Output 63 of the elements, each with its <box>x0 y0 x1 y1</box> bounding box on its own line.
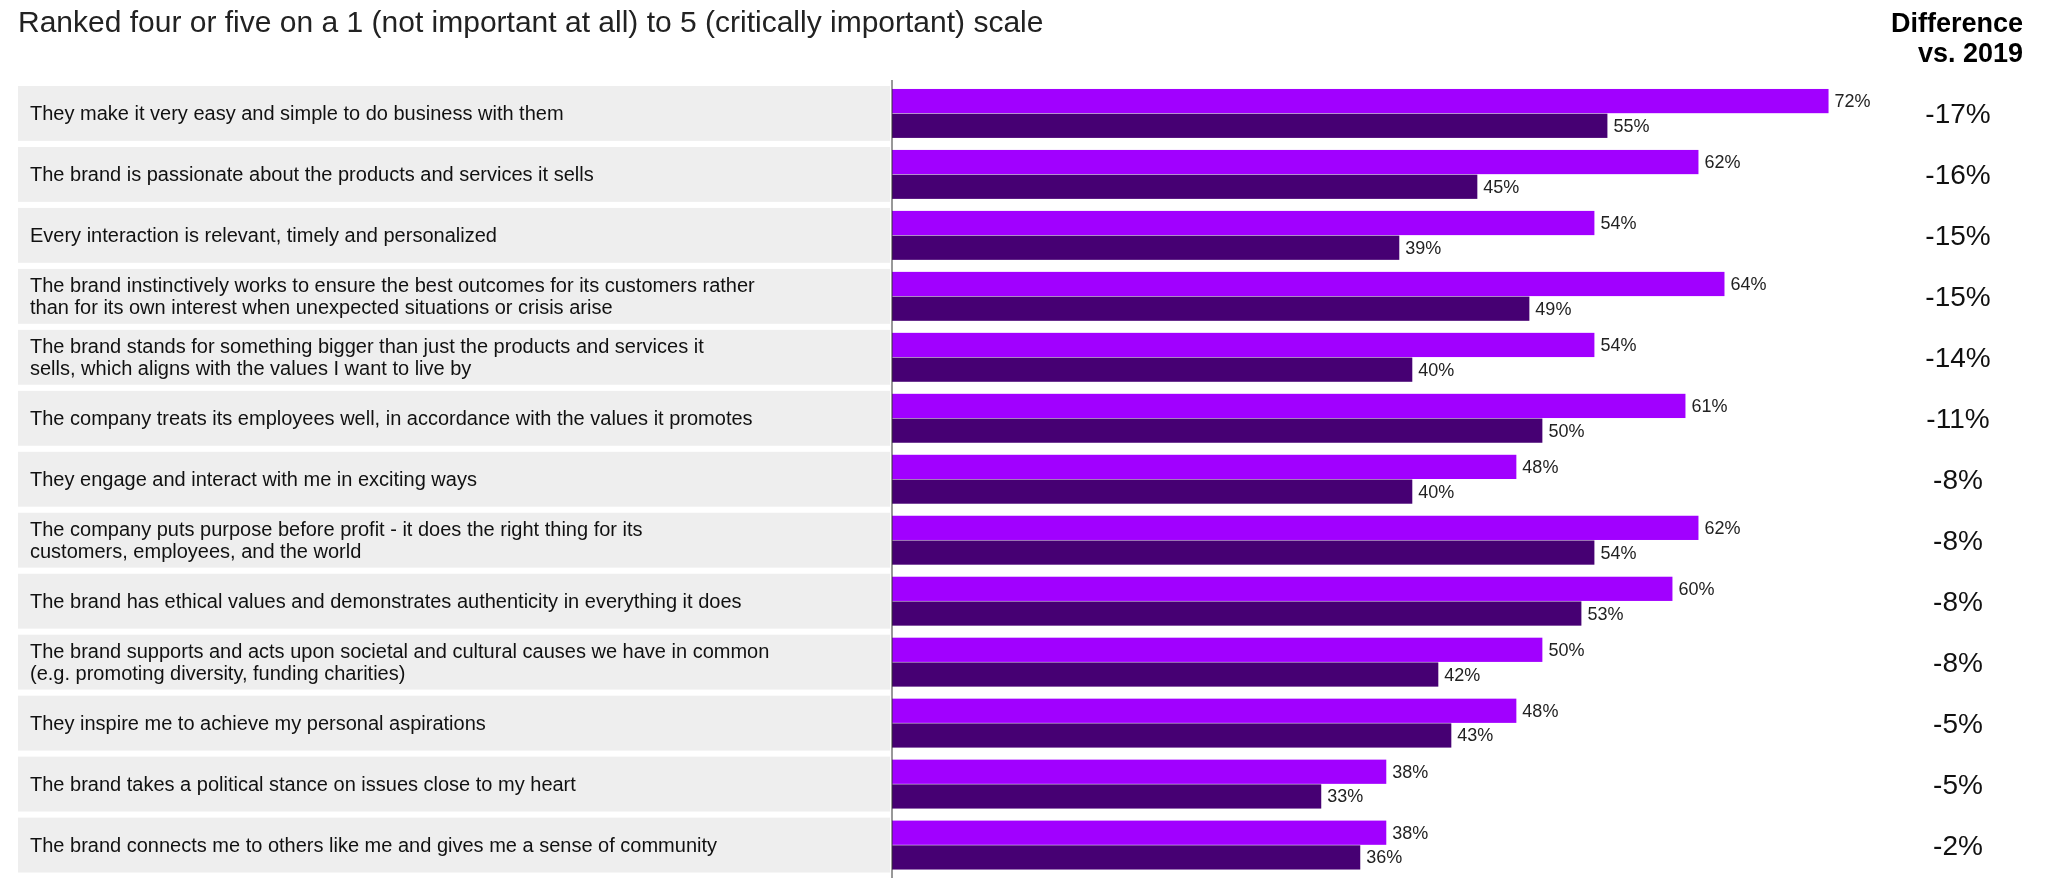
data-label: 45% <box>1483 176 1520 197</box>
data-label: 54% <box>1600 542 1637 563</box>
data-label: 64% <box>1730 273 1767 294</box>
y-tick-label: The brand takes a political stance on issues close to my heart <box>30 773 577 796</box>
text: -14% <box>1925 342 1991 374</box>
data-label: 50% <box>1548 639 1585 660</box>
data-label: 62% <box>1704 152 1741 173</box>
data-label: 62% <box>1704 517 1741 538</box>
data-label: 55% <box>1613 115 1650 136</box>
text: -2% <box>1933 830 1983 862</box>
bar <box>892 235 1400 260</box>
text: -16% <box>1925 159 1991 191</box>
data-label: 33% <box>1327 786 1364 807</box>
y-tick-label: The brand instinctively works to ensure the best outcomes for its customers rather than for its own interest when unexpected situations or crisis arise <box>30 274 756 319</box>
bar <box>892 357 1413 382</box>
y-tick-label: The company puts purpose before profit - it does the right thing for its customers, employees, and the world <box>30 518 643 563</box>
data-label: 61% <box>1691 395 1728 416</box>
data-label: 53% <box>1587 603 1624 624</box>
y-tick-label: The brand connects me to others like me and gives me a sense of community <box>30 834 718 857</box>
data-label: 43% <box>1457 725 1494 746</box>
text: -5% <box>1933 708 1983 740</box>
text: -15% <box>1925 220 1991 252</box>
bar <box>892 723 1452 748</box>
text: -8% <box>1933 586 1983 618</box>
text: -8% <box>1933 647 1983 679</box>
data-label: 54% <box>1600 334 1637 355</box>
text: -15% <box>1925 281 1991 313</box>
y-tick-label: The brand has ethical values and demonstrates authenticity in everything it does <box>30 590 742 613</box>
y-tick-label: Every interaction is relevant, timely and personalized <box>30 224 497 247</box>
y-tick-label: The brand stands for something bigger than just the products and services it sells, which aligns with the values I want to live by <box>30 335 705 380</box>
y-tick-label: They engage and interact with me in exciting ways <box>30 468 477 491</box>
text: -11% <box>1926 403 1990 435</box>
data-label: 38% <box>1392 761 1429 782</box>
bar <box>892 820 1387 845</box>
text: -8% <box>1933 464 1983 496</box>
y-tick-label: The company treats its employees well, in accordance with the values it promotes <box>30 407 753 430</box>
data-label: 42% <box>1444 664 1481 685</box>
data-label: 72% <box>1834 91 1871 112</box>
data-label: 36% <box>1366 847 1403 868</box>
text: -17% <box>1925 98 1991 130</box>
y-tick-label: They inspire me to achieve my personal aspirations <box>30 712 486 735</box>
y-tick-label: They make it very easy and simple to do business with them <box>30 102 564 125</box>
text: Ranked four or five on a 1 (not important at all) to 5 (critically important) scale <box>18 5 1044 38</box>
text: -8% <box>1933 525 1983 557</box>
data-label: 40% <box>1418 359 1455 380</box>
data-label: 49% <box>1535 298 1572 319</box>
bar <box>892 845 1361 870</box>
bar <box>892 759 1387 784</box>
bar <box>892 479 1413 504</box>
data-label: 50% <box>1548 420 1585 441</box>
data-label: 48% <box>1522 700 1559 721</box>
data-label: 40% <box>1418 481 1455 502</box>
data-label: 60% <box>1678 578 1715 599</box>
y-tick-label: The brand supports and acts upon societal and cultural causes we have in common (e.g. promoting diversity, funding charities) <box>30 640 770 685</box>
text: -5% <box>1933 769 1983 801</box>
data-label: 48% <box>1522 456 1559 477</box>
data-label: 38% <box>1392 822 1429 843</box>
text: Difference vs. 2019 <box>1890 8 2023 68</box>
data-label: 54% <box>1600 213 1637 234</box>
data-label: 39% <box>1405 237 1442 258</box>
bar <box>892 662 1439 687</box>
y-tick-label: The brand is passionate about the products and services it sells <box>30 163 594 186</box>
bar <box>892 784 1322 809</box>
